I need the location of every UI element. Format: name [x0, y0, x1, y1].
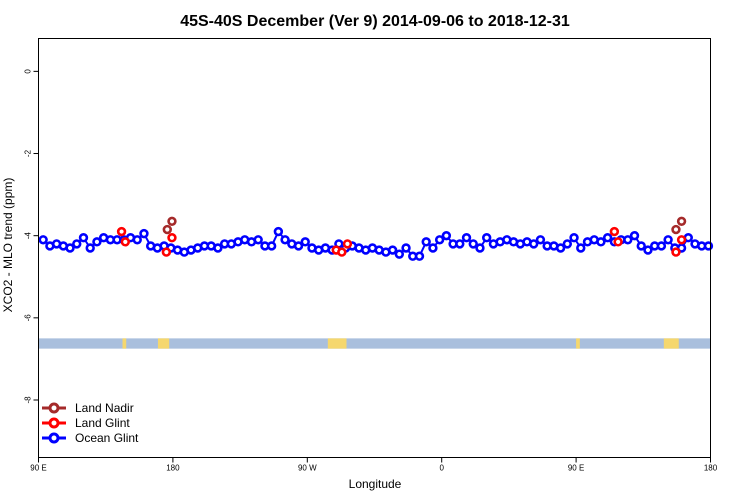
x-tick-label-4: 90 E [568, 464, 584, 473]
legend-label-ocean-glint: Ocean Glint [75, 431, 139, 445]
x-axis-label: Longitude [349, 477, 402, 491]
point-ocean-glint-92 [656, 241, 667, 251]
point-land-glint-5 [337, 247, 347, 257]
point-ocean-glint-73 [529, 239, 539, 249]
legend-label-land-nadir: Land Nadir [75, 401, 134, 415]
point-ocean-glint-35 [273, 226, 284, 237]
point-ocean-glint-34 [266, 241, 277, 251]
point-ocean-glint-32 [253, 235, 263, 245]
land-ocean-band [38, 338, 711, 349]
point-ocean-glint-7 [85, 243, 95, 253]
point-ocean-glint-38 [293, 241, 304, 251]
point-ocean-glint-60 [441, 230, 452, 241]
point-land-nadir-2 [671, 224, 681, 235]
point-ocean-glint-58 [428, 243, 438, 253]
point-ocean-glint-79 [569, 233, 579, 243]
point-ocean-glint-36 [280, 235, 290, 245]
point-ocean-glint-84 [602, 233, 613, 243]
point-ocean-glint-52 [387, 245, 398, 255]
point-ocean-glint-54 [401, 243, 411, 253]
axes: 90 E 180 90 W 0 90 E 180 0 -2 -4 -6 -8 [24, 69, 718, 473]
point-ocean-glint-59 [434, 235, 445, 245]
plot-frame [38, 38, 711, 458]
x-tick-label-3: 0 [439, 464, 444, 473]
point-land-glint-1 [120, 237, 131, 247]
point-land-glint-3 [167, 233, 177, 243]
point-ocean-glint-88 [629, 230, 640, 241]
land-segment-1 [157, 338, 170, 349]
point-ocean-glint-90 [643, 245, 653, 255]
point-ocean-glint-8 [92, 237, 102, 247]
point-ocean-glint-26 [213, 243, 223, 253]
legend-marker-land-nadir [48, 402, 60, 414]
legend-marker-land-glint [48, 417, 60, 429]
x-tick-label-0: 90 E [30, 464, 46, 473]
ocean-band [38, 338, 711, 349]
land-segment-0 [122, 338, 127, 349]
point-land-glint-10 [676, 235, 687, 245]
legend-label-land-glint: Land Glint [75, 416, 130, 430]
point-ocean-glint-93 [663, 235, 673, 245]
series-land-nadir [162, 216, 687, 235]
point-ocean-glint-80 [576, 243, 586, 253]
point-ocean-glint-83 [596, 237, 606, 247]
x-tick-label-5: 180 [704, 464, 718, 473]
x-tick-label-2: 90 W [298, 464, 317, 473]
land-segment-3 [576, 338, 580, 349]
point-ocean-glint-53 [394, 249, 405, 259]
chart-title: 45S-40S December (Ver 9) 2014-09-06 to 2… [180, 13, 570, 30]
point-land-glint-7 [609, 226, 620, 237]
point-land-glint-0 [116, 226, 127, 237]
point-land-nadir-1 [167, 216, 177, 226]
point-land-glint-9 [671, 247, 681, 257]
series-land-glint [116, 226, 687, 257]
point-ocean-glint-15 [139, 228, 149, 239]
series-layer [38, 216, 714, 261]
point-ocean-glint-89 [636, 241, 646, 251]
point-land-glint-6 [342, 239, 353, 249]
point-ocean-glint-64 [468, 239, 478, 249]
point-land-glint-8 [613, 237, 623, 247]
point-ocean-glint-39 [300, 237, 310, 247]
legend-marker-ocean-glint [48, 432, 60, 444]
point-ocean-glint-56 [414, 251, 425, 261]
point-ocean-glint-63 [461, 233, 472, 243]
point-land-glint-2 [161, 247, 172, 257]
land-segment-4 [663, 338, 679, 349]
point-ocean-glint-5 [72, 239, 82, 249]
point-ocean-glint-77 [555, 243, 566, 253]
point-ocean-glint-14 [132, 235, 142, 245]
point-ocean-glint-65 [475, 243, 485, 253]
y-axis-label: XCO2 - MLO trend (ppm) [1, 178, 15, 313]
point-ocean-glint-6 [78, 233, 89, 243]
y-tick-label-4: -8 [24, 396, 33, 404]
x-tick-label-1: 180 [166, 464, 180, 473]
y-tick-label-1: -2 [24, 149, 33, 157]
point-ocean-glint-78 [562, 239, 573, 249]
y-tick-label-3: -6 [24, 314, 33, 322]
land-segment-2 [327, 338, 347, 349]
point-ocean-glint-74 [535, 235, 546, 245]
point-ocean-glint-57 [421, 237, 431, 247]
y-tick-label-0: 0 [24, 69, 33, 74]
y-tick-label-2: -4 [24, 232, 33, 240]
point-land-nadir-3 [676, 216, 687, 226]
point-ocean-glint-87 [623, 235, 633, 245]
point-land-nadir-0 [162, 224, 173, 235]
point-ocean-glint-66 [481, 233, 492, 243]
point-ocean-glint-4 [65, 243, 75, 253]
point-ocean-glint-62 [455, 239, 465, 249]
point-ocean-glint-0 [38, 235, 48, 245]
